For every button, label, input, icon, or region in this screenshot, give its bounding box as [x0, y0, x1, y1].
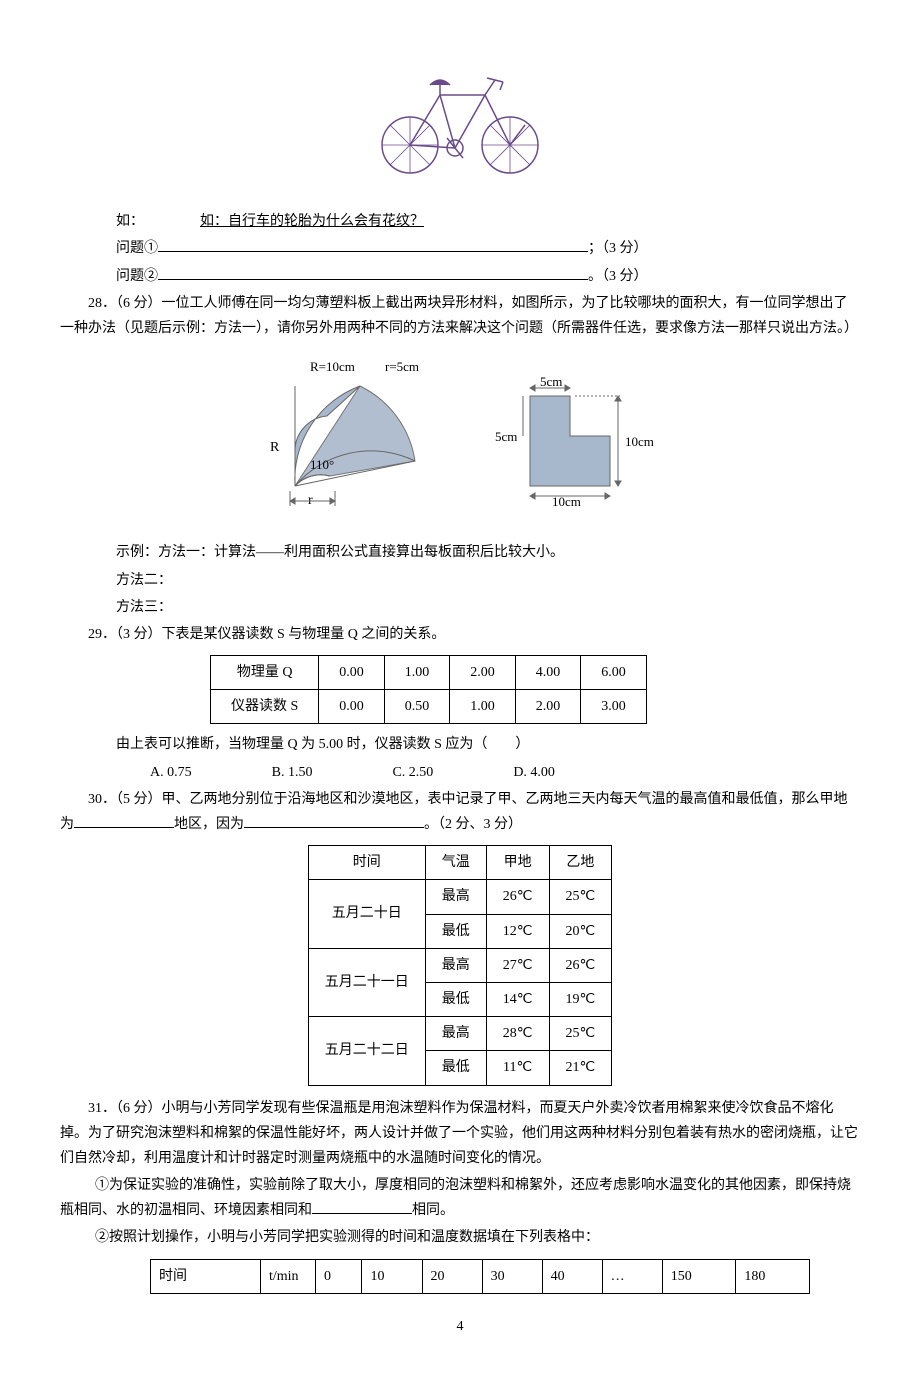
- q29-options: A. 0.75 B. 1.50 C. 2.50 D. 4.00: [150, 760, 860, 785]
- table-row: 仪器读数 S 0.00 0.50 1.00 2.00 3.00: [211, 690, 647, 724]
- table-row: 五月二十二日最高28℃25℃: [308, 1017, 611, 1051]
- page-number: 4: [60, 1314, 860, 1339]
- option-a: A. 0.75: [150, 760, 192, 785]
- q28-method3: 方法三：: [60, 595, 860, 620]
- q29-text: 29．（3 分）下表是某仪器读数 S 与物理量 Q 之间的关系。: [60, 622, 860, 647]
- q29-infer: 由上表可以推断，当物理量 Q 为 5.00 时，仪器读数 S 应为（ ）: [60, 732, 860, 757]
- bicycle-example: 如：如：自行车的轮胎为什么会有花纹？: [60, 209, 860, 234]
- q28-method2: 方法二：: [60, 568, 860, 593]
- question-2-line: 问题②。（3 分）: [60, 264, 860, 289]
- question-1-line: 问题①；（3 分）: [60, 236, 860, 261]
- left-5cm: 5cm: [495, 429, 517, 444]
- angle-label: 110°: [310, 457, 334, 472]
- right-10cm: 10cm: [625, 434, 654, 449]
- q31-sub2: ②按照计划操作，小明与小芳同学把实验测得的时间和温度数据填在下列表格中：: [60, 1225, 860, 1250]
- q31-sub1: ①为保证实验的准确性，实验前除了取大小，厚度相同的泡沫塑料和棉絮外，还应考虑影响…: [60, 1173, 860, 1223]
- option-d: D. 4.00: [513, 760, 555, 785]
- q29-table: 物理量 Q 0.00 1.00 2.00 4.00 6.00 仪器读数 S 0.…: [210, 655, 647, 724]
- q28-text: 28．（6 分）一位工人师傅在同一均匀薄塑料板上截出两块异形材料，如图所示，为了…: [60, 291, 860, 341]
- q28-example: 示例：方法一：计算法——利用面积公式直接算出每板面积后比较大小。: [60, 540, 860, 565]
- option-b: B. 1.50: [272, 760, 313, 785]
- q30-table: 时间 气温 甲地 乙地 五月二十日最高26℃25℃ 最低12℃20℃ 五月二十一…: [308, 845, 612, 1085]
- table-row: 五月二十日最高26℃25℃: [308, 880, 611, 914]
- table-row: 物理量 Q 0.00 1.00 2.00 4.00 6.00: [211, 656, 647, 690]
- shapes-diagram: R=10cm r=5cm R 110° r 5cm 5cm 10cm 10cm: [60, 356, 860, 525]
- table-row: 时间 t/min 0 10 20 30 40 … 150 180: [151, 1259, 810, 1293]
- big-r-char: R: [270, 440, 280, 455]
- table-row: 五月二十一日最高27℃26℃: [308, 948, 611, 982]
- r-5-label: r=5cm: [385, 359, 419, 374]
- q30-text: 30．（5 分）甲、乙两地分别位于沿海地区和沙漠地区，表中记录了甲、乙两地三天内…: [60, 787, 860, 837]
- top-5cm: 5cm: [540, 374, 562, 389]
- r-10-label: R=10cm: [310, 359, 355, 374]
- table-row: 时间 气温 甲地 乙地: [308, 846, 611, 880]
- q31-text: 31．（6 分）小明与小芳同学发现有些保温瓶是用泡沫塑料作为保温材料，而夏天户外…: [60, 1096, 860, 1172]
- q31-table: 时间 t/min 0 10 20 30 40 … 150 180: [150, 1259, 810, 1294]
- option-c: C. 2.50: [392, 760, 433, 785]
- bicycle-illustration: [60, 50, 860, 189]
